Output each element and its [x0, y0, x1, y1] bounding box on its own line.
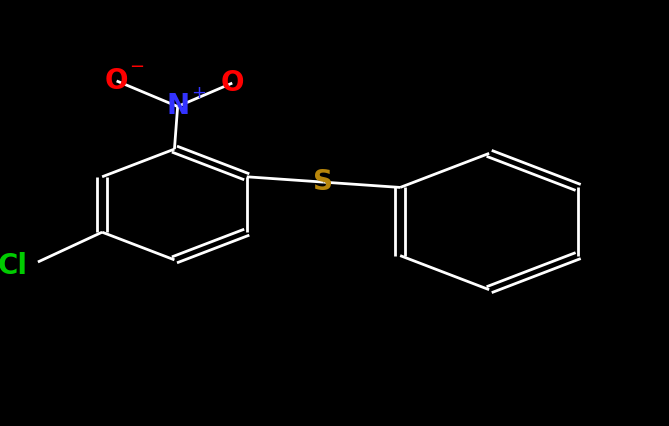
Text: O: O [221, 69, 244, 97]
Text: O: O [105, 67, 128, 95]
Text: +: + [191, 84, 206, 102]
Text: Cl: Cl [0, 252, 27, 280]
Text: N: N [166, 92, 189, 121]
Text: −: − [130, 58, 145, 76]
Text: S: S [314, 168, 333, 196]
